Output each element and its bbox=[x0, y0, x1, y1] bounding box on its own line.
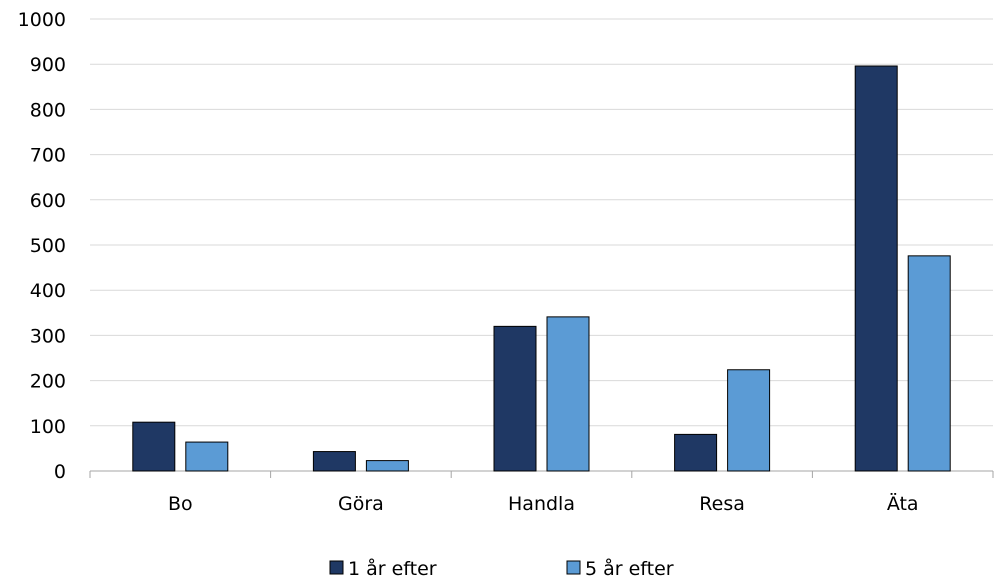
x-category-label-Bo: Bo bbox=[168, 493, 193, 515]
y-tick-label-200: 200 bbox=[30, 371, 66, 393]
bar-Göra-series-1 bbox=[312, 451, 356, 472]
y-tick-label-100: 100 bbox=[30, 416, 66, 438]
y-tick-label-500: 500 bbox=[30, 235, 66, 257]
y-tick-label-700: 700 bbox=[30, 145, 66, 167]
x-category-label-Resa: Resa bbox=[699, 493, 745, 515]
x-axis bbox=[89, 470, 994, 478]
x-axis-category-labels: Bo Göra Handla Resa Äta bbox=[168, 492, 919, 515]
y-axis-tick-labels: 0 100 200 300 400 500 600 700 800 900 1000 bbox=[18, 9, 66, 483]
legend-label-series-1: 1 år efter bbox=[348, 557, 437, 580]
bar-Bo-series-1 bbox=[132, 421, 176, 472]
x-category-label-Göra: Göra bbox=[338, 493, 384, 515]
legend: 1 år efter 5 år efter bbox=[329, 557, 674, 580]
bar-Göra-series-2 bbox=[365, 460, 409, 472]
bar-Resa-series-1 bbox=[674, 433, 718, 472]
bar-Äta-series-2 bbox=[907, 255, 951, 472]
y-tick-label-900: 900 bbox=[30, 54, 66, 76]
gridlines bbox=[90, 18, 993, 427]
y-tick-label-400: 400 bbox=[30, 280, 66, 302]
legend-swatch-series-2 bbox=[566, 560, 581, 575]
y-tick-label-0: 0 bbox=[54, 461, 66, 483]
bar-Resa-series-2 bbox=[727, 369, 771, 472]
bar-Bo-series-2 bbox=[185, 441, 229, 472]
bar-Handla-series-2 bbox=[546, 316, 590, 472]
bars bbox=[132, 65, 951, 472]
y-tick-label-1000: 1000 bbox=[18, 9, 66, 31]
x-category-label-Äta: Äta bbox=[887, 492, 919, 515]
y-tick-label-800: 800 bbox=[30, 99, 66, 121]
legend-swatch-series-1 bbox=[329, 560, 344, 575]
y-tick-label-300: 300 bbox=[30, 325, 66, 347]
bar-Handla-series-1 bbox=[493, 325, 537, 472]
x-category-label-Handla: Handla bbox=[508, 493, 575, 515]
legend-label-series-2: 5 år efter bbox=[585, 557, 674, 580]
y-tick-label-600: 600 bbox=[30, 190, 66, 212]
bar-Äta-series-1 bbox=[854, 65, 898, 472]
